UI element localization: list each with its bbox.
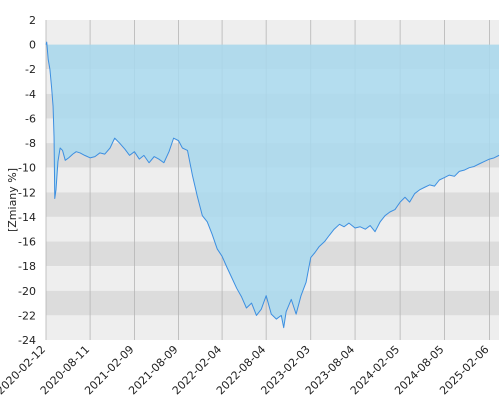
- y-axis-title: [Zmiany %]: [6, 168, 19, 232]
- y-tick-label: 2: [29, 14, 36, 27]
- line-series-layer: [45, 41, 500, 329]
- y-tick-label: -14: [18, 211, 36, 224]
- y-tick-label: -22: [18, 309, 36, 322]
- series-line: [45, 41, 500, 329]
- y-tick-label: -24: [18, 334, 36, 347]
- y-tick-label: -8: [25, 137, 36, 150]
- y-axis-tick-labels: 2 0 -2 -4 -6 -8 -10 -12 -14 -16 -18 -20 -22 -24: [18, 14, 36, 347]
- x-axis-tick-labels: 2020-02-122020-08-112021-02-092021-08-09…: [0, 343, 492, 397]
- y-tick-label: -12: [18, 186, 36, 199]
- series-area: [46, 42, 499, 328]
- y-tick-label: 0: [29, 39, 36, 52]
- y-tick-label: -2: [25, 63, 36, 76]
- y-tick-label: -16: [18, 236, 36, 249]
- y-tick-label: -10: [18, 162, 36, 175]
- y-tick-label: -4: [25, 88, 36, 101]
- grid-band: [46, 315, 499, 340]
- y-tick-label: -18: [18, 260, 36, 273]
- area-series-layer: [46, 42, 499, 328]
- grid-band: [46, 20, 499, 45]
- y-tick-label: -6: [25, 112, 36, 125]
- y-tick-label: -20: [18, 285, 36, 298]
